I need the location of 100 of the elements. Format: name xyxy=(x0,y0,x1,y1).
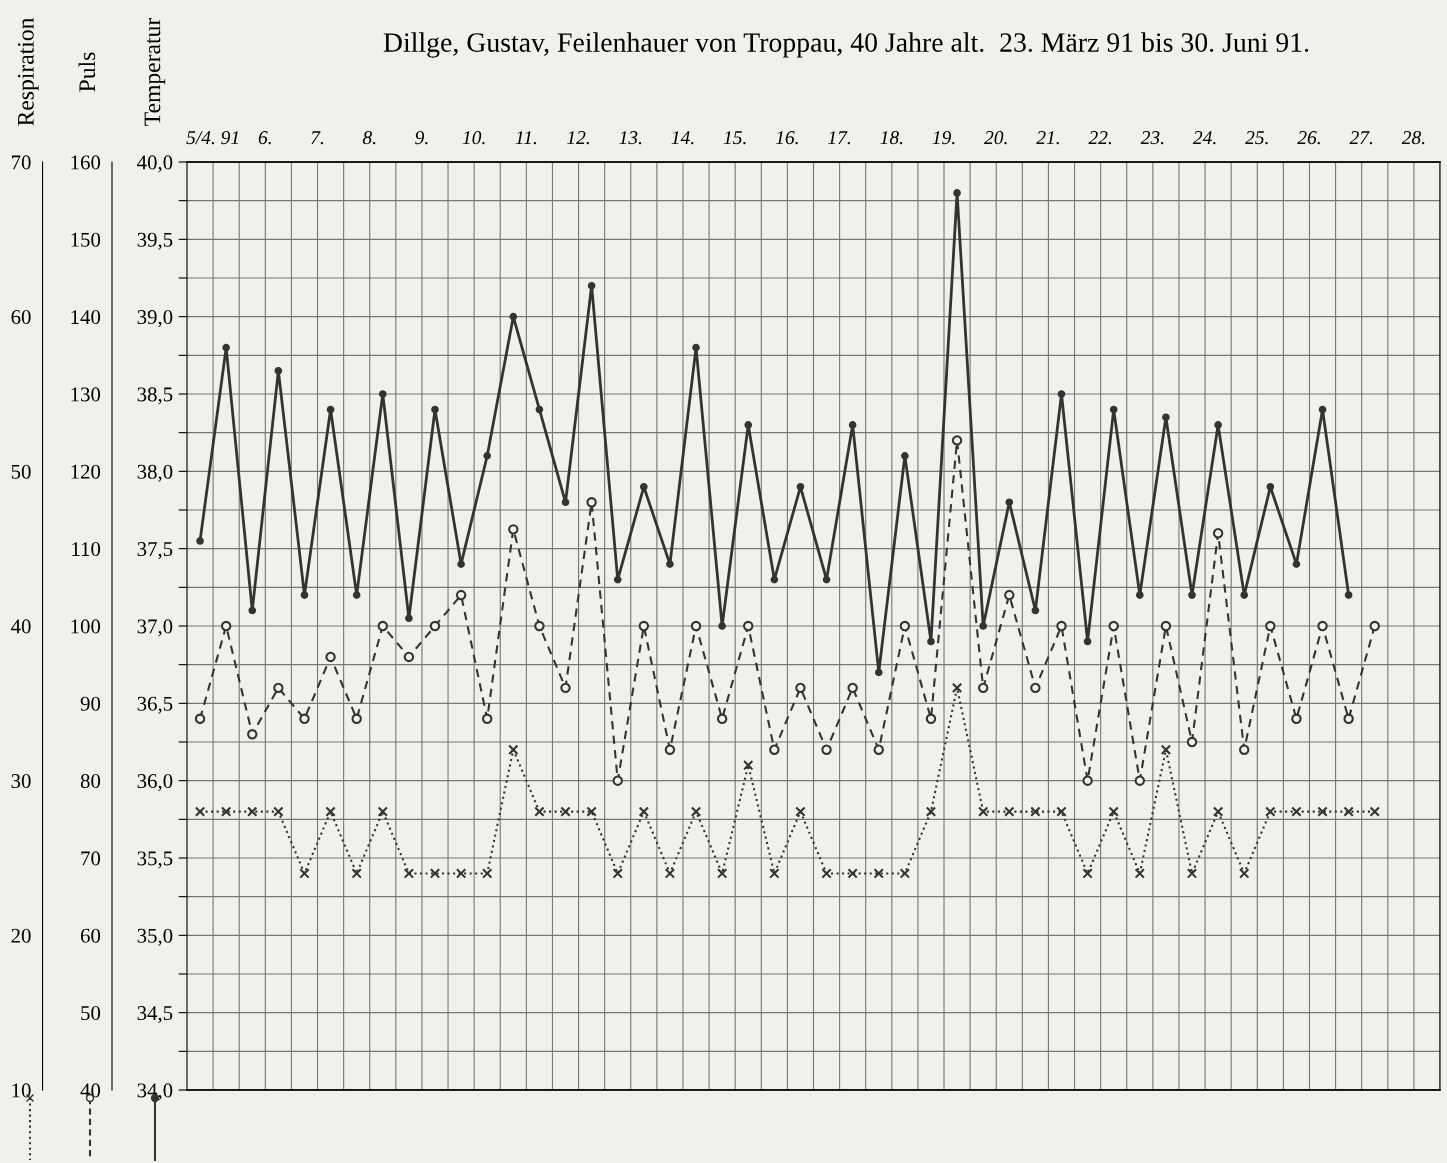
y-tick-label: 36,0 xyxy=(137,774,173,792)
x-tick-label: 5/4. 91 xyxy=(186,131,239,145)
point xyxy=(1266,482,1275,491)
point xyxy=(899,620,911,632)
point xyxy=(795,682,806,694)
point xyxy=(953,189,961,197)
x-tick-label: 16. xyxy=(775,131,798,145)
point xyxy=(1083,637,1092,646)
point xyxy=(638,620,650,632)
y-tick-label: 35,0 xyxy=(137,928,173,946)
point xyxy=(716,713,728,725)
point xyxy=(1160,744,1172,755)
y2-tick-label: 120 xyxy=(71,464,101,479)
y-tick-label: 39,5 xyxy=(137,232,173,250)
point xyxy=(743,759,754,771)
x-tick-label: 26. xyxy=(1297,131,1320,145)
point xyxy=(1188,591,1196,599)
point xyxy=(274,366,283,375)
x-tick-label: 8. xyxy=(362,131,376,145)
point xyxy=(1030,682,1041,694)
point xyxy=(351,868,362,879)
x-tick-label: 18. xyxy=(880,131,903,145)
y2-tick-label: 110 xyxy=(72,542,101,557)
point xyxy=(640,482,648,491)
point xyxy=(822,575,831,584)
point xyxy=(1004,589,1015,601)
point xyxy=(561,498,570,507)
y2-tick-label: 150 xyxy=(71,232,101,247)
point xyxy=(795,806,806,817)
y3-axis-title: Respiration xyxy=(17,17,39,126)
point xyxy=(692,343,700,352)
point xyxy=(1344,591,1353,599)
point xyxy=(796,482,805,491)
point xyxy=(977,682,989,694)
point xyxy=(690,806,702,817)
point xyxy=(196,537,204,545)
x-tick-label: 10. xyxy=(462,131,485,145)
point xyxy=(431,405,439,414)
point xyxy=(560,682,571,694)
point xyxy=(1162,413,1170,422)
point xyxy=(977,806,989,817)
point xyxy=(1317,620,1328,632)
point xyxy=(744,421,753,429)
point xyxy=(874,668,883,677)
point xyxy=(457,560,465,568)
point xyxy=(481,713,493,725)
y2-tick-label: 130 xyxy=(71,387,101,402)
x-tick-label: 23. xyxy=(1140,131,1164,145)
y-tick-label: 36,5 xyxy=(137,696,173,714)
x-tick-label: 13. xyxy=(619,131,642,145)
point xyxy=(664,744,676,755)
point xyxy=(1214,421,1222,429)
point xyxy=(405,614,413,623)
point xyxy=(769,868,780,879)
point xyxy=(509,312,518,321)
point xyxy=(1134,775,1146,786)
y2-tick-label: 90 xyxy=(80,696,101,711)
point xyxy=(1005,498,1014,507)
y3-tick-label: 60 xyxy=(11,310,31,325)
point xyxy=(1056,620,1067,632)
point xyxy=(951,682,963,694)
x-tick-label: 25. xyxy=(1245,131,1268,145)
y2-tick-label: 160 xyxy=(71,155,101,170)
point xyxy=(1186,868,1198,879)
point xyxy=(377,620,388,632)
y-tick-label: 39,0 xyxy=(137,310,173,328)
point xyxy=(1239,868,1250,879)
y-tick-label: 34,0 xyxy=(137,1083,173,1101)
y-tick-label: 38,5 xyxy=(137,387,173,405)
point xyxy=(299,868,310,879)
point xyxy=(300,591,309,599)
point xyxy=(848,421,857,429)
point xyxy=(378,390,387,398)
x-tick-label: 12. xyxy=(567,131,589,145)
x-tick-label: 9. xyxy=(415,131,428,145)
point xyxy=(1239,744,1250,755)
point xyxy=(194,806,206,817)
y3-tick-label: 70 xyxy=(11,155,31,170)
point xyxy=(325,651,336,663)
point xyxy=(925,806,937,817)
point xyxy=(352,591,361,599)
point xyxy=(847,682,858,694)
x-tick-label: 24. xyxy=(1192,131,1216,145)
point xyxy=(1082,775,1093,786)
point xyxy=(873,744,884,755)
point xyxy=(299,713,310,725)
point xyxy=(1212,527,1224,539)
point xyxy=(273,682,284,694)
point xyxy=(612,775,623,786)
point xyxy=(927,637,935,646)
point xyxy=(1265,806,1276,817)
chart-title: Dillge, Gustav, Feilenhauer von Troppau, 40 Jahre alt. 23. März 91 bis 30. Juni 91. xyxy=(383,32,1309,58)
point xyxy=(925,713,937,725)
y2-tick-label: 100 xyxy=(71,619,101,634)
x-tick-label: 15. xyxy=(723,131,746,145)
y3-tick-label: 10 xyxy=(12,1083,31,1098)
point xyxy=(247,729,258,740)
point xyxy=(377,806,388,817)
point xyxy=(664,868,676,879)
point xyxy=(587,281,596,290)
